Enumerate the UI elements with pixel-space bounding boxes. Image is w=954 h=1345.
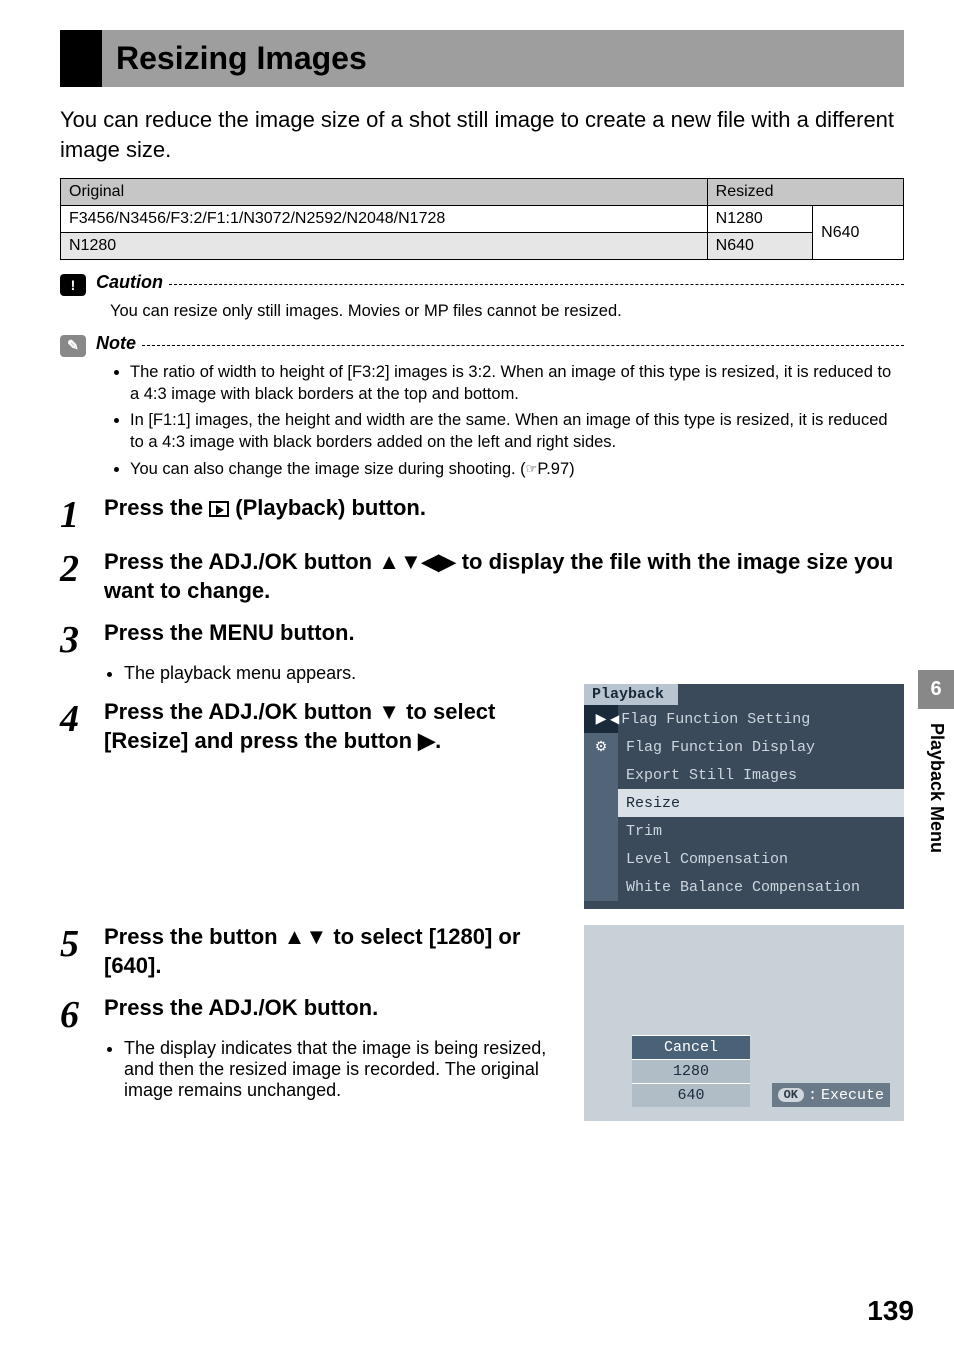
note-body: The ratio of width to height of [F3:2] i… [110, 361, 904, 480]
cell-row2-orig: N1280 [61, 233, 708, 260]
resize-table: Original Resized F3456/N3456/F3:2/F1:1/N… [60, 178, 904, 260]
note-item-1: The ratio of width to height of [F3:2] i… [130, 361, 904, 406]
caution-icon: ! [60, 274, 86, 296]
menu-item-flag-display[interactable]: Flag Function Display [618, 733, 904, 761]
cell-row1-orig: F3456/N3456/F3:2/F1:1/N3072/N2592/N2048/… [61, 206, 708, 233]
col-resized: Resized [707, 179, 903, 206]
step-5: 5 Press the button ▲▼ to select [1280] o… [60, 923, 566, 980]
step-1-num: 1 [60, 496, 104, 534]
step-1-title: Press the (Playback) button. [104, 494, 904, 523]
step-3-num: 3 [60, 621, 104, 659]
note-dash [142, 345, 904, 346]
side-tab-chapter-num: 6 [918, 670, 954, 709]
header-accent-block [60, 30, 102, 87]
step-4-num: 4 [60, 700, 104, 738]
caution-label: Caution [96, 272, 163, 293]
step-4: 4 Press the ADJ./OK button ▼ to select [… [60, 698, 566, 755]
execute-hint: OK : Execute [772, 1083, 890, 1107]
step-5-num: 5 [60, 925, 104, 963]
step-3-title: Press the MENU button. [104, 619, 904, 648]
step-5-title: Press the button ▲▼ to select [1280] or … [104, 923, 566, 980]
page-side-tab: 6 Playback Menu [918, 670, 954, 867]
col-original: Original [61, 179, 708, 206]
playback-menu-panel: Playback ▶ ⚙ Flag Function Setting Flag … [584, 684, 904, 909]
note-item-2: In [F1:1] images, the height and width a… [130, 409, 904, 454]
cell-row1-r1: N1280 [707, 206, 812, 233]
step-3-sub: The playback menu appears. [104, 663, 904, 684]
pointer-icon: ☞ [526, 461, 538, 476]
caution-dash [169, 284, 904, 285]
option-1280[interactable]: 1280 [632, 1059, 750, 1083]
page-number: 139 [867, 1295, 914, 1327]
menu-item-resize[interactable]: Resize [618, 789, 904, 817]
note-header: ✎ Note [60, 333, 904, 357]
intro-text: You can reduce the image size of a shot … [60, 105, 904, 164]
step-4-title: Press the ADJ./OK button ▼ to select [Re… [104, 698, 566, 755]
caution-header: ! Caution [60, 272, 904, 296]
caution-body: You can resize only still images. Movies… [110, 300, 904, 322]
side-tab-setup-icon[interactable]: ⚙ [584, 733, 618, 761]
cell-n640-span: N640 [813, 206, 904, 260]
section-title: Resizing Images [102, 30, 904, 87]
option-640[interactable]: 640 [632, 1083, 750, 1107]
side-tab-chapter-label: Playback Menu [918, 709, 954, 867]
ok-badge: OK [778, 1088, 804, 1102]
note-label: Note [96, 333, 136, 354]
step-1: 1 Press the (Playback) button. [60, 494, 904, 534]
menu-item-trim[interactable]: Trim [618, 817, 904, 845]
step-6-title: Press the ADJ./OK button. [104, 994, 566, 1023]
step-2-num: 2 [60, 550, 104, 588]
menu-item-wb[interactable]: White Balance Compensation [618, 873, 904, 901]
playback-icon [209, 501, 229, 517]
menu-side-tabs: ▶ ⚙ [584, 705, 618, 901]
note-icon: ✎ [60, 335, 86, 357]
menu-item-list: Flag Function Setting Flag Function Disp… [618, 705, 904, 901]
menu-item-level[interactable]: Level Compensation [618, 845, 904, 873]
execute-label: Execute [821, 1087, 884, 1104]
option-cancel[interactable]: Cancel [632, 1035, 750, 1059]
menu-tab-playback[interactable]: Playback [584, 684, 678, 705]
step-6: 6 Press the ADJ./OK button. [60, 994, 566, 1034]
step-6-num: 6 [60, 996, 104, 1034]
step-2: 2 Press the ADJ./OK button ▲▼◀▶ to displ… [60, 548, 904, 605]
step-6-sub: The display indicates that the image is … [104, 1038, 566, 1101]
resize-option-panel: Cancel 1280 640 OK : Execute [584, 925, 904, 1121]
menu-item-export[interactable]: Export Still Images [618, 761, 904, 789]
menu-item-flag-setting[interactable]: Flag Function Setting [618, 705, 904, 733]
note-item-3: You can also change the image size durin… [130, 458, 904, 480]
section-header: Resizing Images [60, 30, 904, 87]
cell-row2-resized: N640 [707, 233, 812, 260]
step-3: 3 Press the MENU button. [60, 619, 904, 659]
step-2-title: Press the ADJ./OK button ▲▼◀▶ to display… [104, 548, 904, 605]
